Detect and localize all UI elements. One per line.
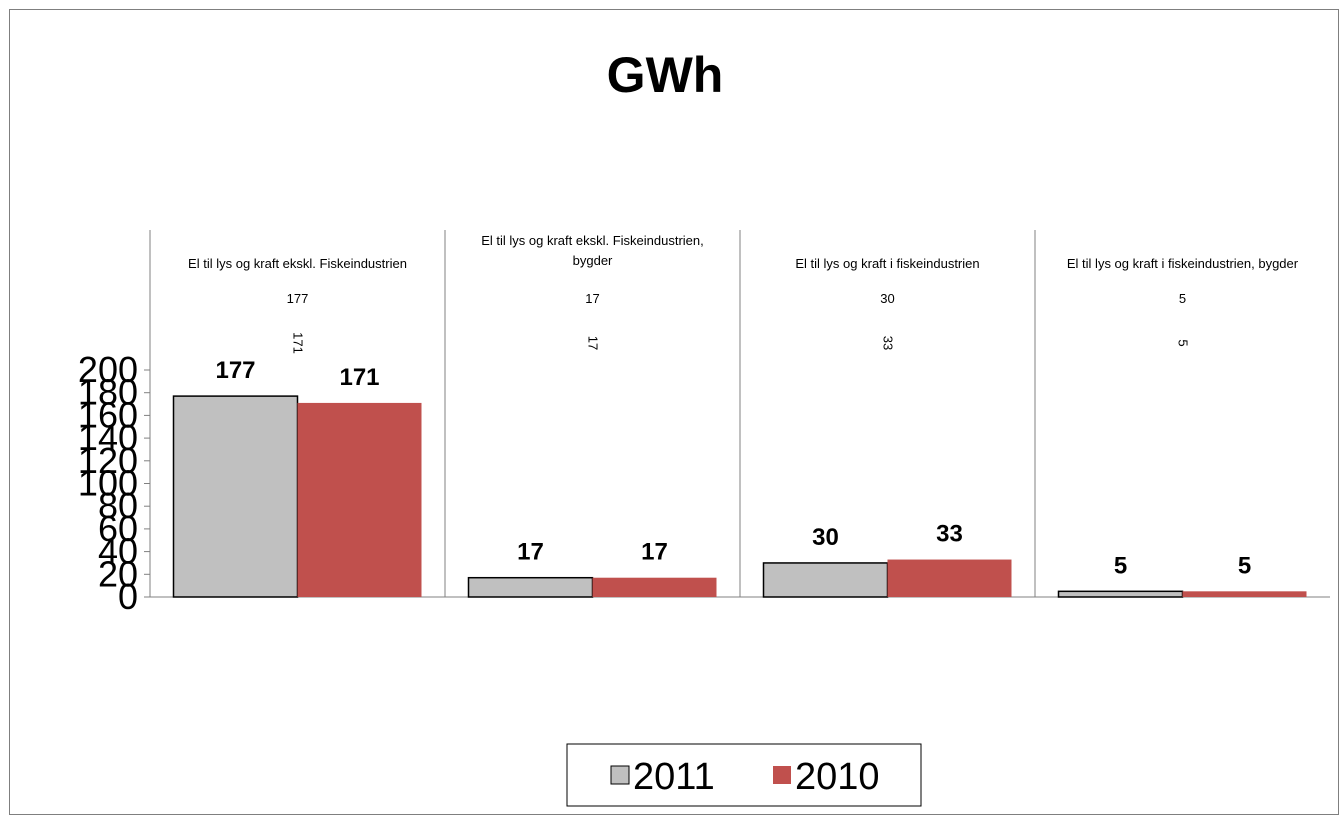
legend-swatch-2010 [773,766,791,784]
legend-label-2011: 2011 [633,756,715,798]
data-label-2011: 177 [215,357,255,384]
category-value-2011: 177 [287,291,309,306]
legend-label-2010: 2010 [795,756,880,798]
bar-2010 [887,559,1012,597]
bar-2011 [1057,590,1184,598]
category-value-2011: 30 [880,291,894,306]
category-value-2010: 5 [1176,339,1191,346]
data-label-2010: 33 [936,521,963,548]
legend-swatch-2011 [610,765,630,785]
category-value-2011: 5 [1179,291,1186,306]
y-tick-label: 20 [98,553,138,594]
y-tick-label: 0 [118,576,138,617]
category-label: El til lys og kraft i fiskeindustrien [795,256,979,271]
y-tick-label: 120 [78,440,138,481]
category-value-2010: 17 [586,336,601,350]
data-label-2010: 5 [1238,552,1251,579]
bar-2010 [1182,591,1307,597]
category-label: bygder [573,253,613,268]
bar-2011 [172,395,299,598]
data-label-2011: 5 [1114,552,1127,579]
y-tick-label: 100 [78,463,138,504]
bar-2011 [467,576,594,598]
y-tick-label: 140 [78,417,138,458]
data-label-2011: 30 [812,524,839,551]
bar-2011 [762,562,889,598]
category-label: El til lys og kraft i fiskeindustrien, b… [1067,256,1299,271]
category-label: El til lys og kraft ekskl. Fiskeindustri… [188,256,407,271]
bar-2010 [297,402,422,597]
bar-2010 [592,577,717,597]
y-tick-label: 40 [98,531,138,572]
chart-title: GWh [607,47,724,103]
y-tick-label: 180 [78,372,138,413]
y-tick-label: 160 [78,394,138,435]
category-value-2011: 17 [585,291,599,306]
data-label-2010: 171 [339,364,379,391]
y-tick-label: 80 [98,485,138,526]
category-value-2010: 33 [881,336,896,350]
category-value-2010: 171 [291,332,306,354]
y-tick-label: 60 [98,508,138,549]
category-label: El til lys og kraft ekskl. Fiskeindustri… [481,233,704,248]
data-label-2010: 17 [641,539,668,566]
y-tick-label: 200 [78,349,138,390]
data-label-2011: 17 [517,539,544,566]
